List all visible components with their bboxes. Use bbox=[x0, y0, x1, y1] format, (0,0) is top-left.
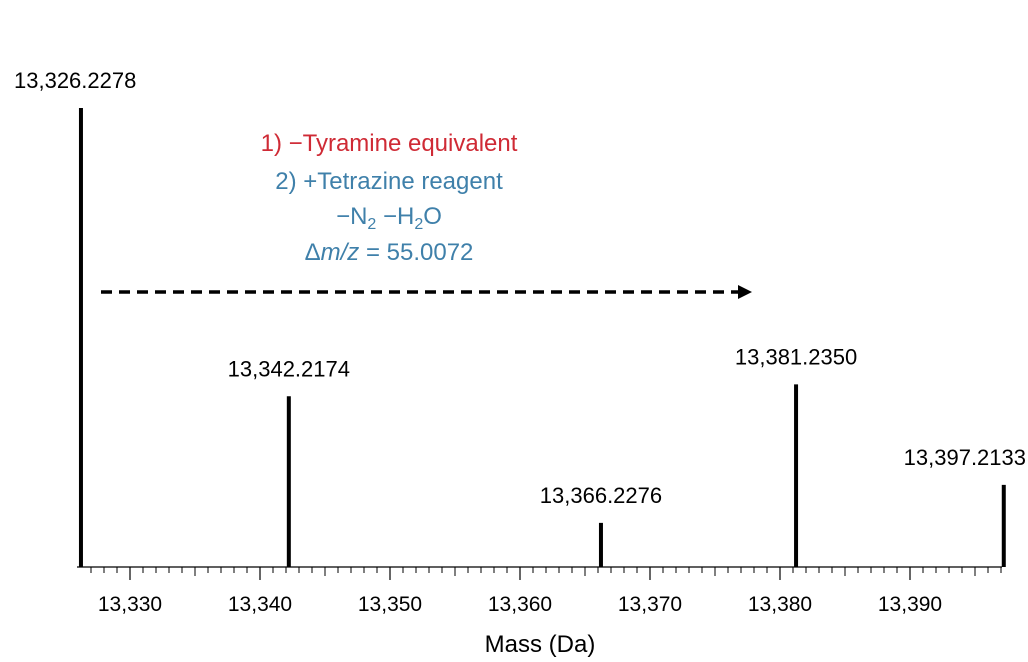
x-tick-label: 13,370 bbox=[618, 593, 682, 616]
peak-label: 13,326.2278 bbox=[14, 68, 136, 93]
annotation-loss-formula: −N2 −H2O bbox=[336, 203, 442, 233]
peak-label: 13,366.2276 bbox=[540, 483, 662, 508]
peak-bars bbox=[78, 108, 1006, 567]
x-tick-label: 13,380 bbox=[748, 593, 812, 616]
peak-labels: 13,326.2278 13,342.2174 13,366.2276 13,381.… bbox=[14, 68, 1026, 508]
annotation-step1: 1) −Tyramine equivalent bbox=[260, 130, 518, 157]
x-axis-label: Mass (Da) bbox=[485, 631, 596, 658]
peak-label: 13,342.2174 bbox=[228, 356, 350, 381]
x-tick-label: 13,340 bbox=[228, 593, 292, 616]
peak-label: 13,381.2350 bbox=[735, 344, 857, 369]
x-tick-label: 13,330 bbox=[98, 593, 162, 616]
peak-label: 13,397.2133 bbox=[904, 445, 1026, 470]
x-axis-major-ticks bbox=[129, 567, 911, 580]
x-tick-label: 13,350 bbox=[358, 593, 422, 616]
x-tick-label: 13,360 bbox=[488, 593, 552, 616]
dashed-arrow-head bbox=[738, 285, 752, 299]
x-axis-tick-labels: 13,330 13,340 13,350 13,360 13,370 13,380 13,3… bbox=[98, 593, 942, 616]
annotation-mass-shift: Δm/z = 55.0072 bbox=[304, 239, 474, 266]
x-axis-minor-ticks bbox=[90, 567, 1002, 576]
annotation-step2: 2) +Tetrazine reagent bbox=[275, 168, 503, 195]
x-tick-label: 13,390 bbox=[878, 593, 942, 616]
